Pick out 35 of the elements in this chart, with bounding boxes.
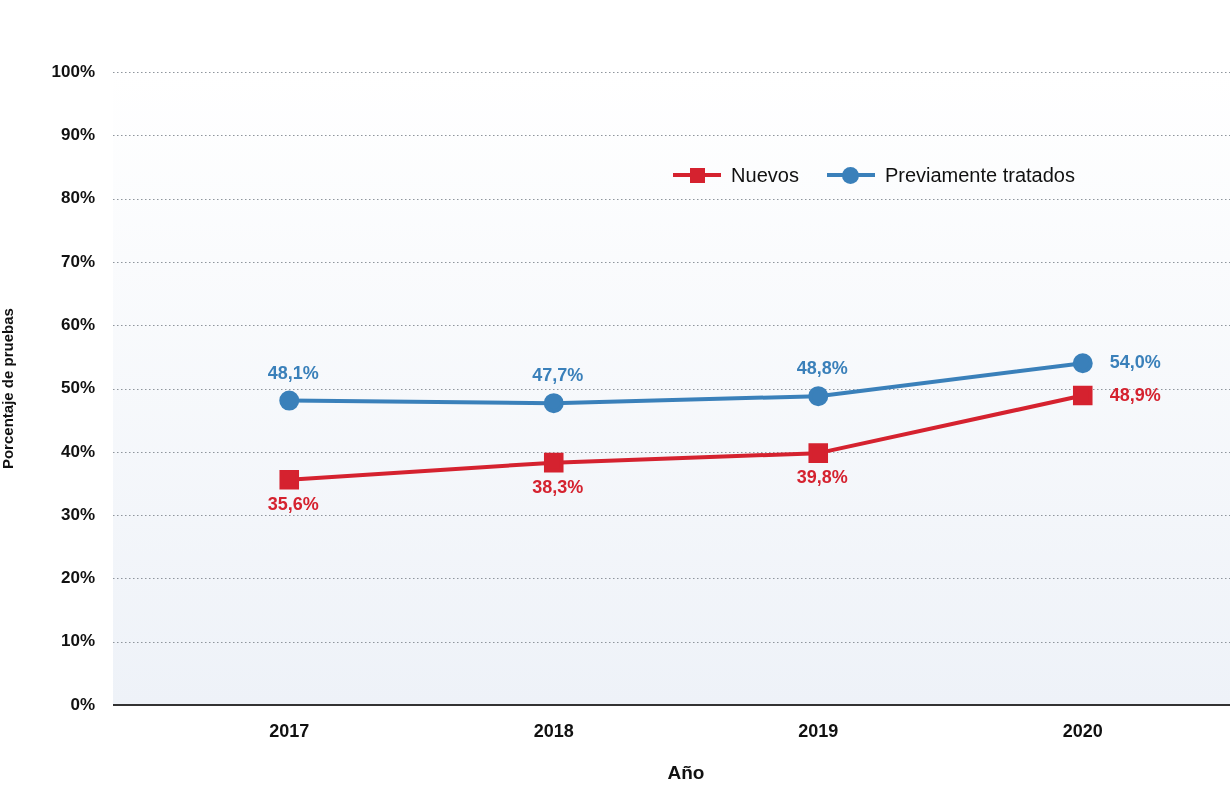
point (1072, 385, 1093, 406)
y-tick-label: 70% (60, 251, 95, 271)
data-label: 48,8% (796, 358, 848, 379)
point (808, 443, 829, 463)
y-tick-label: 40% (60, 441, 95, 461)
x-tick-label: 2019 (798, 720, 839, 741)
legend-label: Nuevos (731, 163, 799, 187)
y-tick-label: 0% (70, 694, 95, 714)
data-label: 47,7% (532, 365, 584, 386)
point (279, 390, 300, 411)
point (543, 452, 564, 473)
y-tick-label: 10% (60, 631, 95, 651)
point (1072, 353, 1093, 374)
data-label: 48,9% (1109, 384, 1161, 405)
y-tick-label: 50% (60, 378, 95, 398)
x-tick-label: 2017 (269, 720, 310, 741)
data-label: 35,6% (267, 493, 319, 514)
data-label: 39,8% (796, 467, 848, 488)
data-label: 54,0% (1109, 352, 1161, 373)
legend-label: Previamente tratados (884, 163, 1075, 187)
data-label: 38,3% (532, 476, 584, 497)
x-tick-label: 2020 (1062, 720, 1103, 741)
y-tick-label: 20% (60, 568, 95, 588)
data-label: 48,1% (267, 362, 319, 383)
point (543, 393, 564, 414)
y-tick-label: 100% (51, 61, 95, 81)
y-axis-title: Porcentaje de pruebas (0, 308, 17, 470)
y-tick-label: 90% (60, 125, 95, 145)
x-tick-label: 2018 (533, 720, 574, 741)
y-tick-label: 60% (60, 315, 95, 335)
y-tick-label: 30% (60, 504, 95, 524)
y-tick-label: 80% (60, 188, 95, 208)
x-axis-title: Año (667, 761, 705, 783)
point (279, 469, 300, 490)
point (808, 386, 829, 407)
